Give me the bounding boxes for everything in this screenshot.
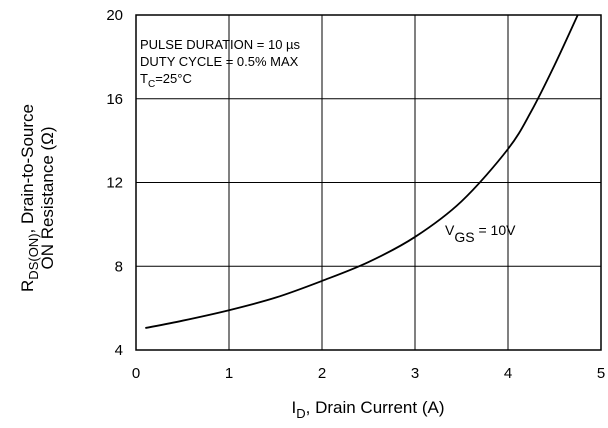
grid [136,15,601,350]
annotation-tc: TC=25°C [140,71,192,90]
x-tick-labels: 0 1 2 3 4 5 [132,365,605,382]
y-axis-title-line1: RDS(ON), Drain-to-Source [18,104,41,292]
y-tick-labels: 4 8 12 16 20 [106,7,123,359]
x-tick-label: 0 [132,365,140,382]
annotation-duty: DUTY CYCLE = 0.5% MAX [140,54,299,69]
y-axis-title-line2: ON Resistance (Ω) [38,126,57,269]
x-tick-label: 1 [225,365,233,382]
y-tick-label: 8 [115,258,123,275]
y-tick-label: 4 [115,342,123,359]
x-axis-title: ID, Drain Current (A) [292,398,445,421]
annotation-pulse: PULSE DURATION = 10 µs [140,37,301,52]
series-label: VGS = 10V [445,222,516,245]
x-tick-label: 5 [597,365,605,382]
plot-frame [135,14,602,351]
y-tick-label: 16 [106,91,123,108]
y-tick-label: 12 [106,175,123,192]
x-tick-label: 4 [504,365,512,382]
series-line [145,14,579,329]
x-tick-label: 2 [318,365,326,382]
y-tick-label: 20 [106,7,123,24]
x-tick-label: 3 [411,365,419,382]
